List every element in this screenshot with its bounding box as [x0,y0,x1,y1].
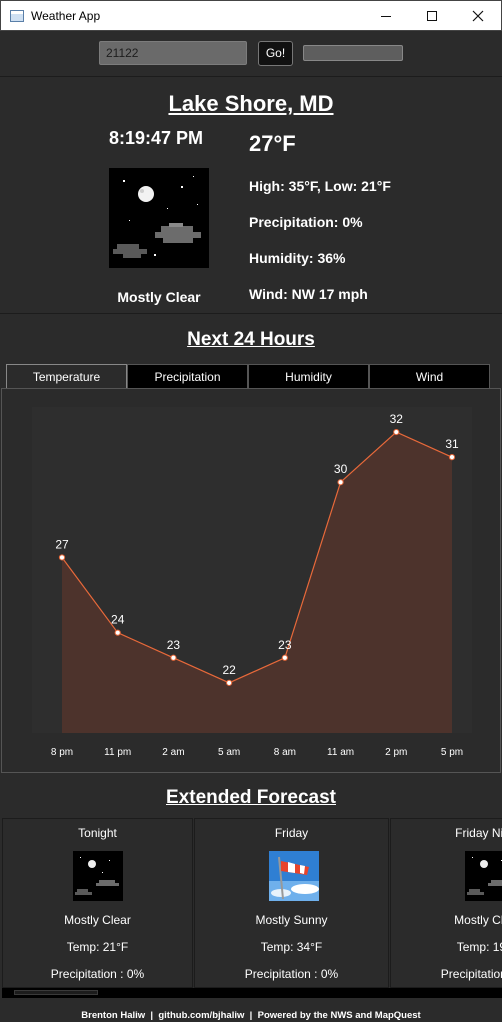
scrollbar-thumb[interactable] [14,990,98,995]
forecast-day: Friday [274,826,309,840]
chart-x-tick-label: 8 am [274,747,296,758]
current-condition: Mostly Clear [117,289,201,305]
forecast-condition: Mostly Sunny [255,913,328,927]
chart-x-tick-label: 11 pm [104,747,131,758]
extended-forecast-strip: Tonight Mostly Clear Temp: 21°F Precipit… [2,818,502,988]
chart-data-label: 24 [111,613,125,627]
go-button[interactable]: Go! [258,41,293,66]
chart-x-tick-label: 2 am [162,747,184,758]
chart-data-label: 23 [278,638,292,652]
window-title: Weather App [31,8,101,23]
current-conditions-panel: Lake Shore, MD 8:19:47 PM 27°F Mostly Cl… [0,78,502,314]
current-temperature: 27°F [249,131,296,156]
footer-credits: Brenton Haliw | github.com/bjhaliw | Pow… [81,1010,421,1021]
forecast-condition: Mostly Clear [454,913,502,927]
app-icon [10,9,24,22]
chart-data-label: 27 [55,537,69,551]
chart-point [393,428,400,436]
forecast-temp: Temp: 19°F [456,940,502,954]
forecast-temp: Temp: 21°F [66,940,129,954]
tab-wind[interactable]: Wind [369,364,490,388]
temperature-chart-panel: 27 8 pm 24 11 pm 23 2 am 22 5 am 23 8 am 30 11 am 32… [1,388,501,773]
chart-area-fill [62,432,452,733]
forecast-condition: Mostly Clear [64,913,131,927]
chart-point [337,479,344,486]
chart-x-tick-label: 2 pm [385,747,407,758]
chart-x-tick-label: 5 am [218,747,240,758]
night-mostly-clear-icon [73,851,123,901]
loading-progress-bar [303,45,403,61]
chart-data-label: 23 [167,638,181,652]
next-24-hours-title: Next 24 Hours [187,329,315,350]
current-time: 8:19:47 PM [109,128,204,148]
wind-text: Wind: NW 17 mph [249,286,368,302]
city-title: Lake Shore, MD [168,91,334,116]
chart-point [170,654,177,661]
extended-forecast-scrollbar[interactable] [2,988,502,998]
windsock-icon [269,851,319,901]
chart-point [226,679,233,686]
night-mostly-clear-icon [109,168,209,268]
extended-forecast-title: Extended Forecast [166,787,336,808]
chart-point [114,629,121,636]
chart-series-line [61,431,453,684]
chart-point [448,454,456,461]
chart-point [281,654,288,661]
chart-data-label: 30 [334,462,348,476]
maximize-button[interactable] [409,1,455,31]
precipitation-text: Precipitation: 0% [249,214,363,230]
tab-humidity[interactable]: Humidity [248,364,369,388]
forecast-precip: Precipitation : 0% [50,967,145,981]
tab-temperature[interactable]: Temperature [6,364,127,389]
tab-precipitation[interactable]: Precipitation [127,364,248,388]
close-button[interactable] [455,1,501,31]
zip-input[interactable]: 21122 [99,41,247,65]
humidity-text: Humidity: 36% [249,250,346,266]
chart-tabs: Temperature Precipitation Humidity Wind [6,364,490,389]
chart-x-tick-label: 8 pm [51,747,73,758]
minimize-icon [381,15,391,17]
chart-x-tick-label: 5 pm [441,747,463,758]
forecast-precip: Precipitation : 0% [244,967,339,981]
chart-data-label: 31 [445,437,459,451]
forecast-day: Tonight [78,826,117,840]
chart-point [58,554,66,561]
maximize-icon [427,11,437,21]
forecast-card: Friday Night Mostly Clear Temp: 19°F Pre… [390,818,502,988]
night-mostly-clear-icon [465,851,502,901]
window-titlebar: Weather App [0,0,502,31]
high-low-text: High: 35°F, Low: 21°F [249,178,391,194]
temperature-chart: 27 8 pm 24 11 pm 23 2 am 22 5 am 23 8 am 30 11 am 32… [32,407,472,758]
close-icon [472,10,484,22]
chart-data-label: 32 [390,412,404,426]
minimize-button[interactable] [363,1,409,31]
forecast-card: Friday Mostly Sunny Temp: 34°F Precipita… [194,818,389,988]
search-bar: 21122 Go! [0,31,502,77]
chart-data-label: 22 [222,663,236,677]
chart-x-tick-label: 11 am [327,747,354,758]
forecast-precip: Precipitation : 0% [440,967,502,981]
forecast-temp: Temp: 34°F [260,940,323,954]
forecast-card: Tonight Mostly Clear Temp: 21°F Precipit… [2,818,193,988]
forecast-day: Friday Night [455,826,502,840]
